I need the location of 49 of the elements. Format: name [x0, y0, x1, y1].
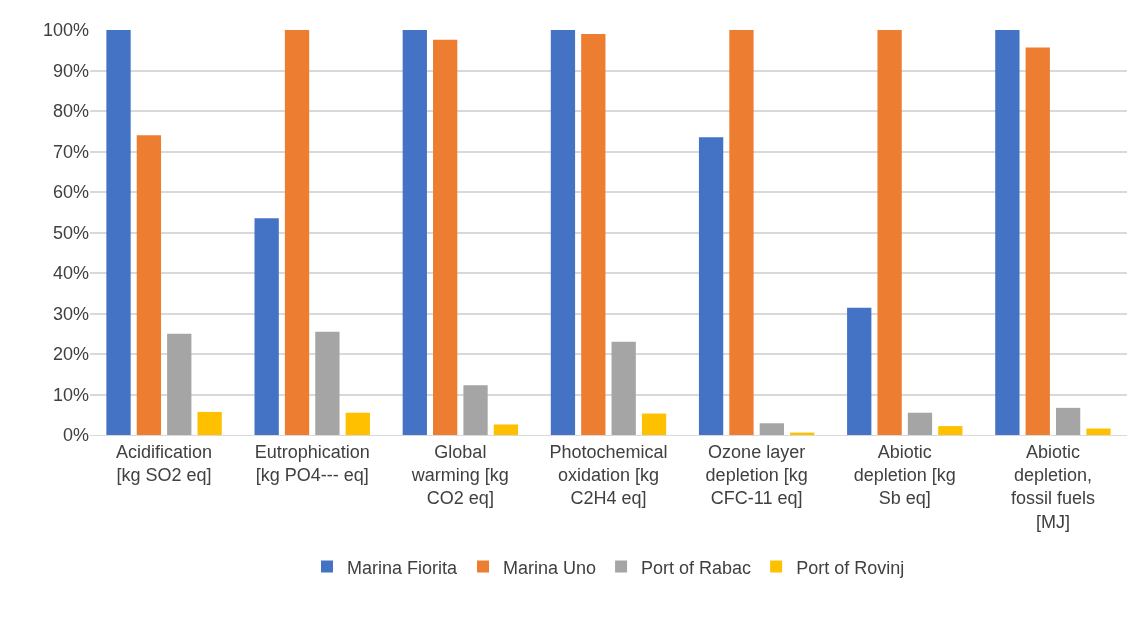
bar: [1086, 428, 1111, 435]
bar: [1025, 47, 1050, 435]
x-tick-label: Eutrophication [kg PO4--- eq]: [254, 441, 370, 485]
bar: [284, 30, 310, 435]
x-tick-label: Acidification [kg SO2 eq]: [116, 441, 213, 485]
y-tick-label: 30%: [52, 303, 89, 324]
x-tick-label: Global warming [kg CO2 eq]: [410, 441, 509, 509]
bar: [641, 413, 667, 435]
legend-label: Port of Rovinj: [796, 557, 905, 578]
bar: [197, 411, 222, 435]
x-tick-label: Abiotic depletion [kg Sb eq]: [853, 441, 956, 509]
bar: [877, 30, 902, 435]
y-tick-label: 70%: [52, 141, 89, 162]
bar: [729, 30, 754, 435]
bar: [550, 30, 576, 435]
bar: [1055, 407, 1081, 435]
y-tick-label: 60%: [52, 182, 89, 203]
bar: [254, 218, 279, 435]
legend-label: Marina Fiorita: [347, 557, 459, 578]
bar: [106, 30, 131, 435]
bar: [907, 412, 933, 435]
bar: [847, 307, 872, 435]
bar: [759, 423, 784, 435]
bar: [167, 333, 192, 435]
y-tick-label: 100%: [42, 20, 89, 41]
x-tick-label: Photochemical oxidation [kg C2H4 eq]: [549, 441, 668, 509]
bar: [938, 426, 963, 435]
legend-label: Marina Uno: [503, 557, 597, 578]
bar: [402, 30, 427, 435]
bar: [136, 135, 162, 435]
bar: [611, 341, 636, 435]
bar: [995, 30, 1020, 435]
y-tick-label: 50%: [52, 222, 89, 243]
x-tick-label: Ozone layer depletion [kg CFC-11 eq]: [705, 441, 808, 509]
bar: [463, 385, 488, 435]
y-tick-label: 20%: [52, 344, 89, 365]
y-tick-label: 10%: [52, 384, 89, 405]
x-tick-label: Abiotic depletion, fossil fuels [MJ]: [1010, 441, 1095, 532]
y-tick-label: 80%: [52, 101, 89, 122]
bar: [493, 424, 519, 435]
legend-label: Port of Rabac: [641, 557, 752, 578]
bar: [433, 39, 458, 435]
y-tick-label: 90%: [52, 60, 89, 81]
bar: [315, 331, 340, 435]
bar: [698, 137, 724, 435]
bar: [581, 34, 606, 435]
y-tick-label: 40%: [52, 263, 89, 284]
y-tick-label: 0%: [62, 425, 89, 446]
bar: [345, 412, 370, 435]
